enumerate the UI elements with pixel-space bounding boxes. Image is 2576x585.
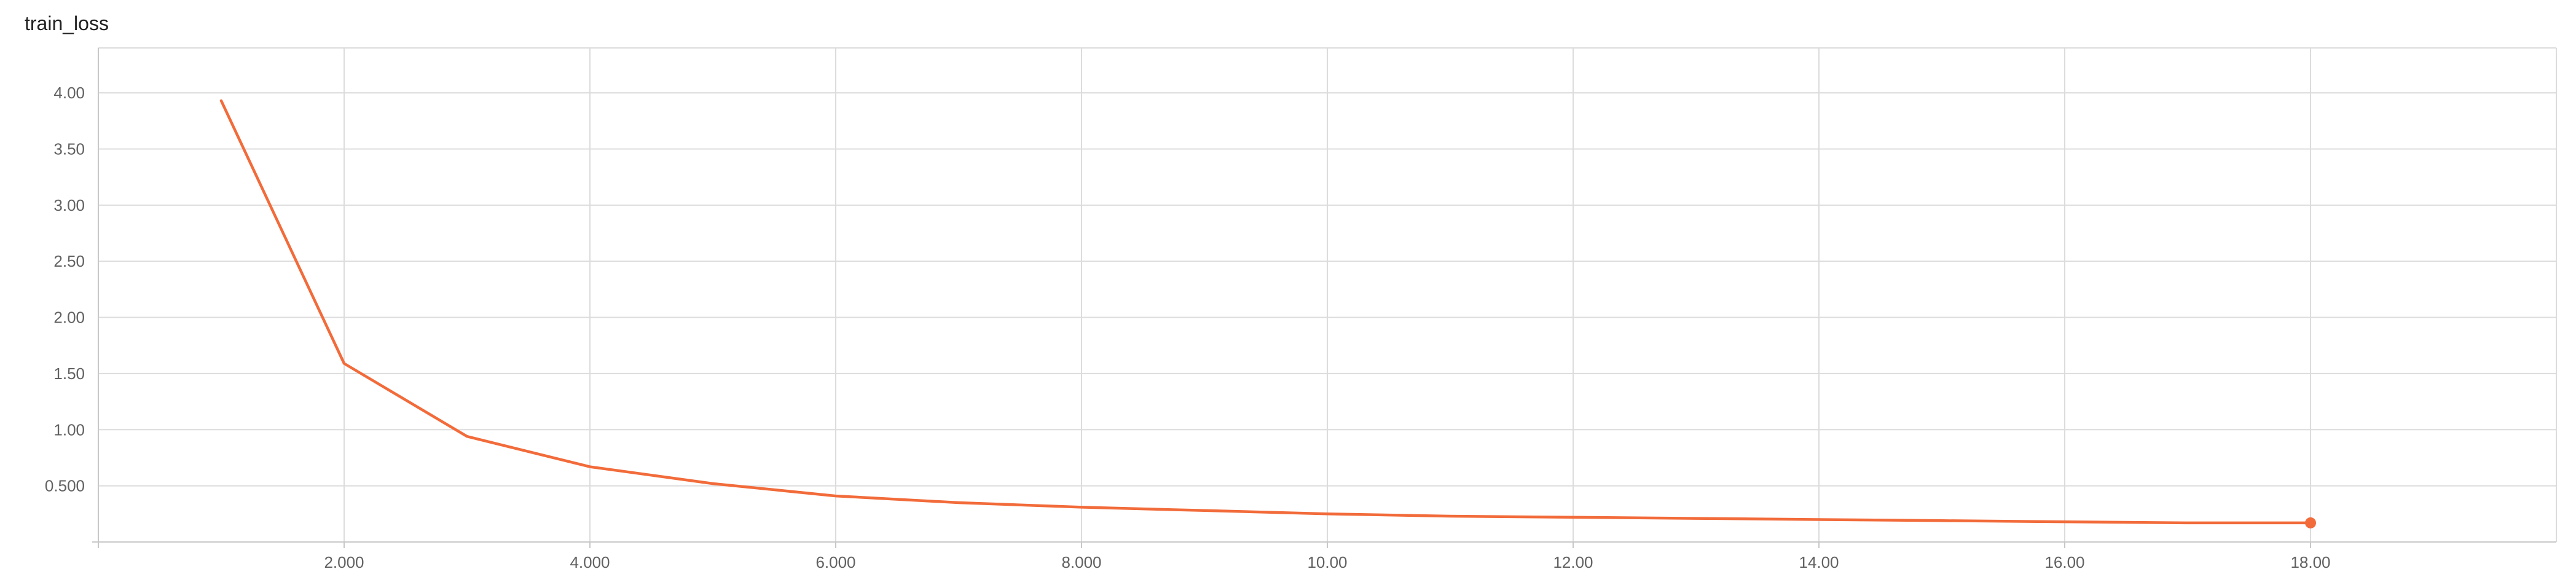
x-tick-label: 16.00 xyxy=(2044,553,2084,571)
chart-title: train_loss xyxy=(25,12,109,34)
x-tick-label: 10.00 xyxy=(1307,553,1347,571)
y-tick-label: 2.50 xyxy=(53,252,85,270)
x-tick-label: 18.00 xyxy=(2290,553,2330,571)
y-tick-label: 2.00 xyxy=(53,308,85,327)
x-tick-label: 4.000 xyxy=(570,553,610,571)
y-tick-label: 3.00 xyxy=(53,196,85,214)
last-data-point xyxy=(2305,517,2316,528)
axes xyxy=(92,48,2556,548)
x-tick-label: 12.00 xyxy=(1553,553,1593,571)
y-tick-label: 1.00 xyxy=(53,420,85,439)
series-layer xyxy=(219,99,2316,528)
x-tick-label: 8.000 xyxy=(1061,553,1101,571)
y-tick-label: 1.50 xyxy=(53,364,85,383)
x-tick-label: 6.000 xyxy=(815,553,855,571)
grid-lines xyxy=(98,47,2557,542)
y-tick-label: 0.500 xyxy=(45,477,85,495)
y-tick-label: 3.50 xyxy=(53,139,85,158)
x-tick-label: 14.00 xyxy=(1799,553,1839,571)
y-tick-label: 4.00 xyxy=(53,84,85,102)
series-line xyxy=(219,99,2312,525)
tick-labels: 0.500 1.00 1.50 2.00 2.50 3.00 3.50 4.00 2.000 4.… xyxy=(45,84,2331,571)
x-tick-label: 2.000 xyxy=(324,553,364,571)
